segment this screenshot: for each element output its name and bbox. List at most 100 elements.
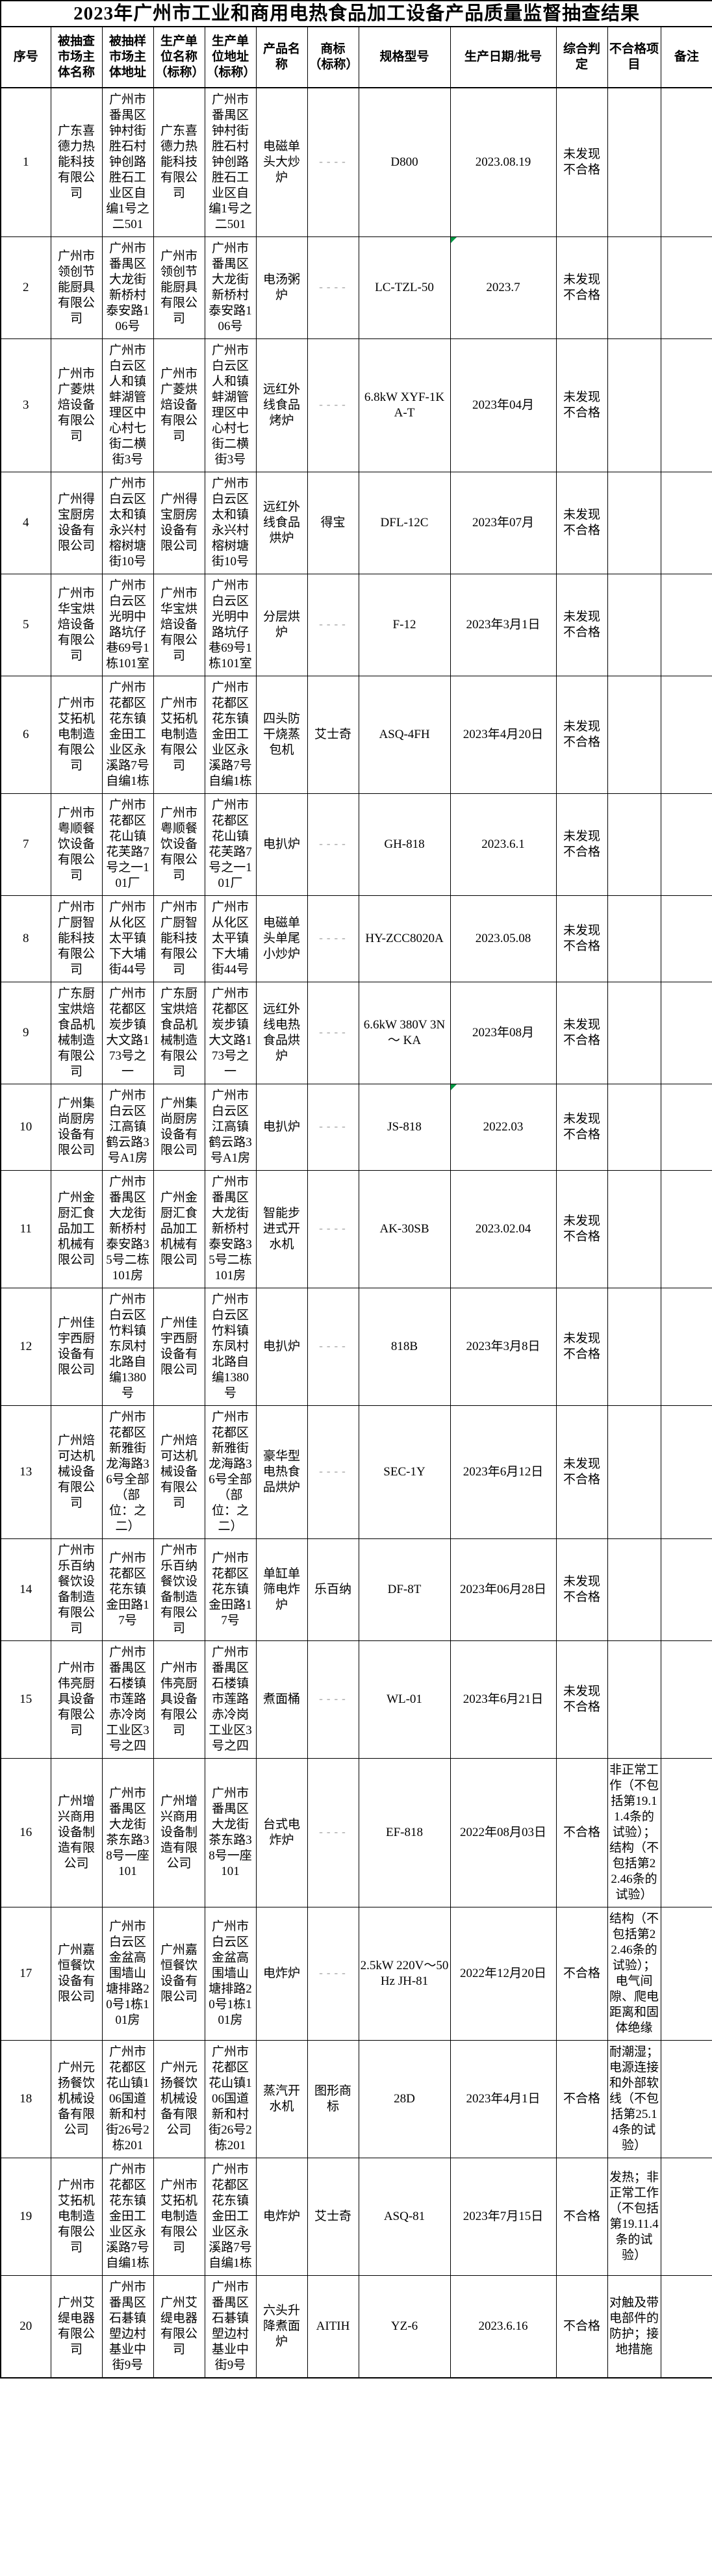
cell-defect-items [607, 793, 661, 896]
cell-producer-name: 广州金厨汇食品加工机械有限公司 [153, 1170, 205, 1288]
cell-entity-name: 广东厨宝烘焙食品机械制造有限公司 [50, 982, 103, 1084]
cell-entity-name: 广州增兴商用设备制造有限公司 [50, 1758, 103, 1907]
cell-verdict: 未发现不合格 [555, 1405, 608, 1539]
cell-production-date: 2022年08月03日 [450, 1758, 557, 1907]
cell-producer-name: 广州焙可达机械设备有限公司 [153, 1405, 205, 1539]
cell-trademark: ---- [307, 982, 359, 1084]
cell-serial: 13 [0, 1405, 51, 1539]
cell-defect-items: 非正常工作（不包括第19.11.4条的试验）；结构（不包括第22.46条的试验） [607, 1758, 661, 1907]
cell-product-name: 单缸单筛电炸炉 [255, 1538, 308, 1641]
cell-entity-address: 广州市番禺区大龙街新桥村泰安路106号 [101, 236, 154, 339]
cell-remarks [660, 2275, 712, 2378]
cell-trademark: ---- [307, 793, 359, 896]
cell-defect-items [607, 1538, 661, 1641]
cell-production-date: 2023年4月1日 [450, 2040, 557, 2158]
cell-entity-address: 广州市番禺区钟村街胜石村钟创路胜石工业区自编1号之二501 [101, 87, 154, 237]
cell-serial: 7 [0, 793, 51, 896]
table-row: 12 广州佳宇西厨设备有限公司 广州市白云区竹料镇东凤村北路自编1380号 广州佳宇西… [0, 1288, 712, 1406]
cell-entity-name: 广州艾缇电器有限公司 [50, 2275, 103, 2378]
cell-product-name: 四头防干烧蒸包机 [255, 676, 308, 794]
cell-producer-address: 广州市花都区花东镇金田工业区永溪路7号自编1栋 [204, 2158, 257, 2276]
cell-verdict: 未发现不合格 [555, 676, 608, 794]
table-row: 4 广州得宝厨房设备有限公司 广州市白云区太和镇永兴村榕树塘街10号 广州得宝厨房设备… [0, 472, 712, 574]
cell-verdict: 不合格 [555, 1758, 608, 1907]
cell-verdict: 未发现不合格 [555, 895, 608, 982]
cell-producer-name: 广州元扬餐饮机械设备有限公司 [153, 2040, 205, 2158]
column-header-defect-items: 不合格项目 [607, 26, 661, 88]
cell-remarks [660, 1084, 712, 1171]
cell-entity-name: 广州市领创节能厨具有限公司 [50, 236, 103, 339]
cell-defect-items: 对触及带电部件的防护；接地措施 [607, 2275, 661, 2378]
cell-model: ASQ-4FH [358, 676, 451, 794]
cell-entity-name: 广州焙可达机械设备有限公司 [50, 1405, 103, 1539]
cell-product-name: 电扒炉 [255, 1288, 308, 1406]
cell-trademark: ---- [307, 338, 359, 472]
column-header-producer-name: 生产单位名称（标称） [153, 26, 205, 88]
cell-producer-name: 广州艾缇电器有限公司 [153, 2275, 205, 2378]
cell-remarks [660, 1758, 712, 1907]
excel-text-number-flag-icon [450, 1084, 457, 1090]
cell-entity-address: 广州市花都区花东镇金田路17号 [101, 1538, 154, 1641]
cell-product-name: 豪华型电热食品烘炉 [255, 1405, 308, 1539]
cell-verdict: 未发现不合格 [555, 1084, 608, 1171]
cell-entity-name: 广州市粤顺餐饮设备有限公司 [50, 793, 103, 896]
table-body: 1 广东喜德力热能科技有限公司 广州市番禺区钟村街胜石村钟创路胜石工业区自编1号之二… [0, 87, 712, 2378]
cell-trademark: 乐百纳 [307, 1538, 359, 1641]
cell-serial: 9 [0, 982, 51, 1084]
table-row: 10 广州集尚厨房设备有限公司 广州市白云区江高镇鹤云路3号A1房 广州集尚厨房设备有… [0, 1084, 712, 1171]
cell-verdict: 不合格 [555, 2040, 608, 2158]
cell-producer-name: 广州增兴商用设备制造有限公司 [153, 1758, 205, 1907]
table-row: 17 广州嘉恒餐饮设备有限公司 广州市白云区金盆高围墙山塘排路20号1栋101房 广州… [0, 1907, 712, 2041]
cell-entity-address: 广州市番禺区石碁镇塱边村基业中街9号 [101, 2275, 154, 2378]
cell-entity-name: 广州嘉恒餐饮设备有限公司 [50, 1907, 103, 2041]
cell-verdict: 不合格 [555, 1907, 608, 2041]
cell-serial: 20 [0, 2275, 51, 2378]
cell-verdict: 不合格 [555, 2275, 608, 2378]
cell-trademark: ---- [307, 87, 359, 237]
cell-producer-address: 广州市白云区金盆高围墙山塘排路20号1栋101房 [204, 1907, 257, 2041]
cell-producer-name: 广州嘉恒餐饮设备有限公司 [153, 1907, 205, 2041]
cell-entity-name: 广州市华宝烘焙设备有限公司 [50, 574, 103, 676]
cell-remarks [660, 2040, 712, 2158]
cell-verdict: 未发现不合格 [555, 793, 608, 896]
cell-remarks [660, 1640, 712, 1759]
cell-product-name: 蒸汽开水机 [255, 2040, 308, 2158]
cell-remarks [660, 87, 712, 237]
column-header-entity-name: 被抽查市场主体名称 [50, 26, 103, 88]
cell-entity-address: 广州市从化区太平镇下大埔街44号 [101, 895, 154, 982]
cell-entity-name: 广州得宝厨房设备有限公司 [50, 472, 103, 574]
cell-producer-address: 广州市花都区花山镇花芙路7号之一101厂 [204, 793, 257, 896]
cell-producer-name: 广州佳宇西厨设备有限公司 [153, 1288, 205, 1406]
cell-trademark: ---- [307, 1640, 359, 1759]
cell-entity-address: 广州市白云区太和镇永兴村榕树塘街10号 [101, 472, 154, 574]
column-header-producer-address: 生产单位地址（标称） [204, 26, 257, 88]
cell-trademark: 艾士奇 [307, 676, 359, 794]
cell-producer-address: 广州市番禺区钟村街胜石村钟创路胜石工业区自编1号之二501 [204, 87, 257, 237]
cell-remarks [660, 895, 712, 982]
cell-verdict: 未发现不合格 [555, 982, 608, 1084]
cell-verdict: 未发现不合格 [555, 1640, 608, 1759]
cell-serial: 19 [0, 2158, 51, 2276]
cell-remarks [660, 676, 712, 794]
table-row: 9 广东厨宝烘焙食品机械制造有限公司 广州市花都区炭步镇大文路173号之一 广东厨宝烘… [0, 982, 712, 1084]
cell-model: 818B [358, 1288, 451, 1406]
table-row: 5 广州市华宝烘焙设备有限公司 广州市白云区光明中路坑仔巷69号1栋101室 广州市华… [0, 574, 712, 676]
table-row: 20 广州艾缇电器有限公司 广州市番禺区石碁镇塱边村基业中街9号 广州艾缇电器有限公司… [0, 2275, 712, 2378]
cell-entity-address: 广州市花都区花东镇金田工业区永溪路7号自编1栋 [101, 2158, 154, 2276]
cell-verdict: 未发现不合格 [555, 574, 608, 676]
cell-defect-items: 耐潮湿；电源连接和外部软线（不包括第25.14条的试验） [607, 2040, 661, 2158]
cell-entity-address: 广州市花都区花山镇花芙路7号之一101厂 [101, 793, 154, 896]
cell-production-date: 2023.05.08 [450, 895, 557, 982]
title-row: 2023年广州市工业和商用电热食品加工设备产品质量监督抽查结果 [0, 0, 712, 27]
cell-trademark: ---- [307, 1084, 359, 1171]
cell-producer-address: 广州市白云区光明中路坑仔巷69号1栋101室 [204, 574, 257, 676]
cell-production-date: 2023年07月 [450, 472, 557, 574]
cell-serial: 18 [0, 2040, 51, 2158]
cell-defect-items [607, 1640, 661, 1759]
cell-defect-items [607, 338, 661, 472]
cell-remarks [660, 1538, 712, 1641]
table-row: 19 广州市艾拓机电制造有限公司 广州市花都区花东镇金田工业区永溪路7号自编1栋 广州… [0, 2158, 712, 2276]
cell-entity-address: 广州市白云区江高镇鹤云路3号A1房 [101, 1084, 154, 1171]
cell-production-date: 2022.03 [450, 1084, 557, 1171]
cell-entity-name: 广州市广厨智能科技有限公司 [50, 895, 103, 982]
